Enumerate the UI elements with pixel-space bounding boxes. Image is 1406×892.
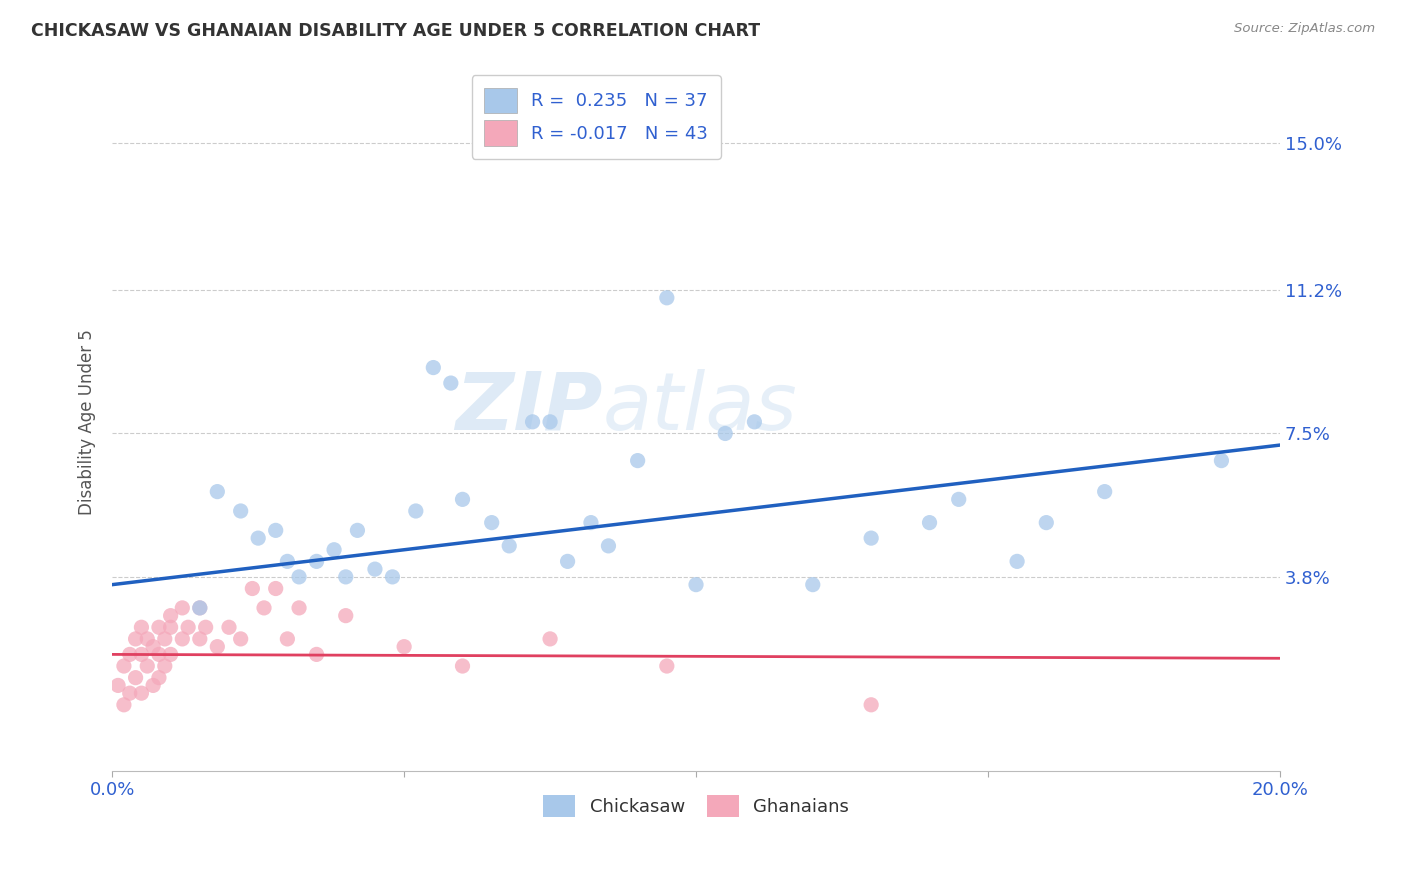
Point <box>579 516 602 530</box>
Point <box>305 648 328 662</box>
Point <box>142 678 165 692</box>
Point <box>744 415 766 429</box>
Point <box>1094 484 1116 499</box>
Point <box>538 632 561 646</box>
Point <box>159 608 181 623</box>
Point <box>194 620 217 634</box>
Point <box>598 539 620 553</box>
Point <box>188 600 211 615</box>
Point <box>655 659 678 673</box>
Point <box>685 577 707 591</box>
Point <box>177 620 200 634</box>
Point <box>288 570 311 584</box>
Point <box>288 600 311 615</box>
Point <box>107 678 129 692</box>
Point <box>136 659 159 673</box>
Point <box>440 376 463 390</box>
Point <box>172 600 194 615</box>
Point <box>801 577 824 591</box>
Legend: Chickasaw, Ghanaians: Chickasaw, Ghanaians <box>536 788 856 824</box>
Point <box>860 698 883 712</box>
Point <box>131 620 153 634</box>
Point <box>112 698 135 712</box>
Point <box>335 570 357 584</box>
Point <box>364 562 387 576</box>
Point <box>405 504 427 518</box>
Point <box>918 516 941 530</box>
Point <box>305 554 328 568</box>
Text: Source: ZipAtlas.com: Source: ZipAtlas.com <box>1234 22 1375 36</box>
Text: ZIP: ZIP <box>456 369 603 447</box>
Point <box>451 492 474 507</box>
Point <box>335 608 357 623</box>
Point <box>159 648 181 662</box>
Point <box>714 426 737 441</box>
Point <box>218 620 240 634</box>
Point <box>148 671 170 685</box>
Point <box>627 453 650 467</box>
Point <box>276 554 298 568</box>
Point <box>1005 554 1028 568</box>
Point <box>159 620 181 634</box>
Point <box>323 542 346 557</box>
Point <box>264 524 287 538</box>
Point <box>276 632 298 646</box>
Point <box>240 582 263 596</box>
Point <box>860 531 883 545</box>
Point <box>188 632 211 646</box>
Point <box>422 360 444 375</box>
Point <box>207 640 229 654</box>
Text: CHICKASAW VS GHANAIAN DISABILITY AGE UNDER 5 CORRELATION CHART: CHICKASAW VS GHANAIAN DISABILITY AGE UND… <box>31 22 761 40</box>
Point <box>253 600 276 615</box>
Point <box>655 291 678 305</box>
Point <box>538 415 561 429</box>
Point <box>264 582 287 596</box>
Point <box>124 671 146 685</box>
Point <box>112 659 135 673</box>
Y-axis label: Disability Age Under 5: Disability Age Under 5 <box>79 329 96 515</box>
Point <box>131 648 153 662</box>
Point <box>148 620 170 634</box>
Point <box>481 516 503 530</box>
Point <box>392 640 415 654</box>
Point <box>229 632 252 646</box>
Point <box>153 659 176 673</box>
Point <box>1035 516 1057 530</box>
Point <box>207 484 229 499</box>
Point <box>153 632 176 646</box>
Point <box>498 539 520 553</box>
Text: atlas: atlas <box>603 369 797 447</box>
Point <box>136 632 159 646</box>
Point <box>247 531 270 545</box>
Point <box>1211 453 1233 467</box>
Point <box>381 570 404 584</box>
Point <box>188 600 211 615</box>
Point <box>124 632 146 646</box>
Point <box>948 492 970 507</box>
Point <box>346 524 368 538</box>
Point <box>118 686 141 700</box>
Point <box>118 648 141 662</box>
Point <box>229 504 252 518</box>
Point <box>148 648 170 662</box>
Point <box>451 659 474 673</box>
Point <box>172 632 194 646</box>
Point <box>142 640 165 654</box>
Point <box>522 415 544 429</box>
Point <box>131 686 153 700</box>
Point <box>557 554 579 568</box>
